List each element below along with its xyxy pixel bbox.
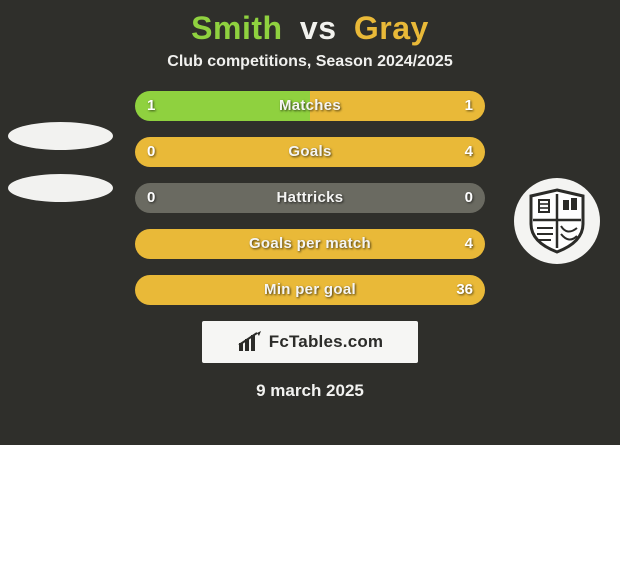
- brand-plate: FcTables.com: [202, 321, 418, 363]
- stat-row: 0 Goals 4: [135, 137, 485, 167]
- comparison-card: Smith vs Gray Club competitions, Season …: [0, 0, 620, 445]
- stat-value-right: 1: [453, 91, 485, 121]
- crest-icon: [527, 188, 587, 254]
- player1-name: Smith: [191, 10, 282, 46]
- stat-label: Hattricks: [135, 183, 485, 213]
- stat-row: 1 Matches 1: [135, 91, 485, 121]
- stat-value-right: 36: [444, 275, 485, 305]
- subtitle: Club competitions, Season 2024/2025: [0, 53, 620, 71]
- page-title: Smith vs Gray: [0, 10, 620, 47]
- stat-row: Goals per match 4: [135, 229, 485, 259]
- stat-row: Min per goal 36: [135, 275, 485, 305]
- stat-rows: 1 Matches 1 0 Goals 4 0 Hattricks 0 Goal…: [135, 91, 485, 305]
- stat-label: Goals per match: [135, 229, 485, 259]
- bars-icon: [237, 331, 263, 353]
- avatar-placeholder-2: [8, 174, 113, 202]
- stat-value-right: 4: [453, 137, 485, 167]
- right-club-badge: [514, 178, 600, 264]
- stat-label: Min per goal: [135, 275, 485, 305]
- date-text: 9 march 2025: [0, 381, 620, 401]
- stat-label: Matches: [135, 91, 485, 121]
- player2-name: Gray: [354, 10, 429, 46]
- stat-row: 0 Hattricks 0: [135, 183, 485, 213]
- vs-text: vs: [300, 10, 337, 46]
- avatar-placeholder-1: [8, 122, 113, 150]
- stat-value-right: 0: [453, 183, 485, 213]
- brand-text: FcTables.com: [269, 332, 384, 352]
- left-avatar-stack: [8, 122, 113, 226]
- blank-area: [0, 445, 620, 580]
- stat-value-right: 4: [453, 229, 485, 259]
- stat-label: Goals: [135, 137, 485, 167]
